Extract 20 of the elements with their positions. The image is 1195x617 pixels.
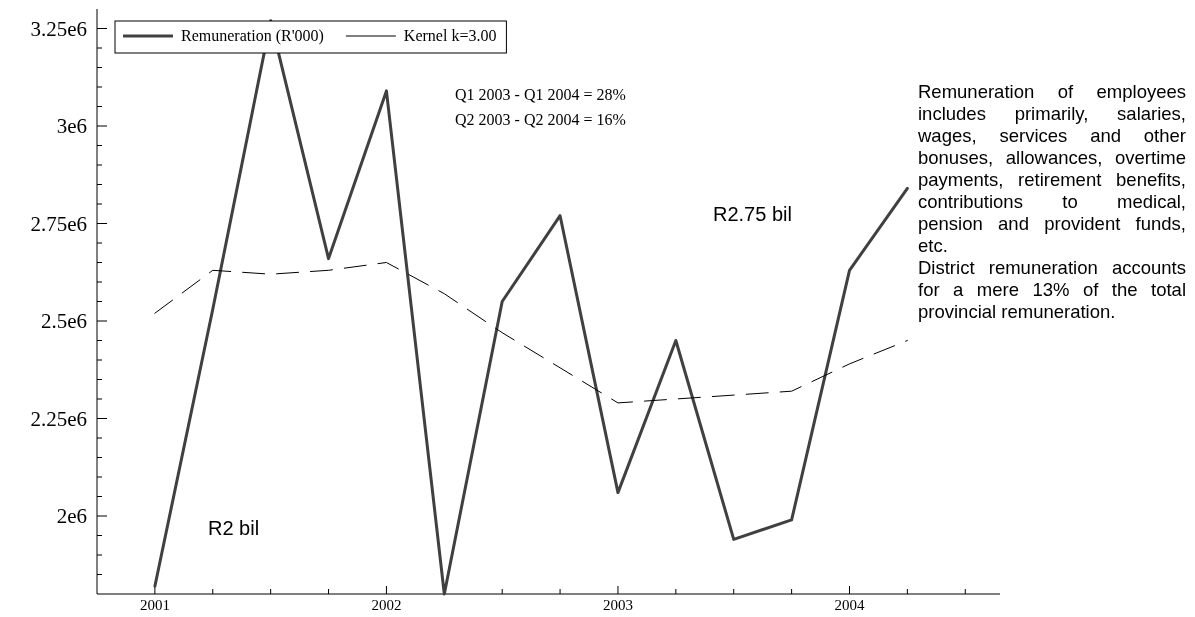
x-tick-label: 2001 [139,597,170,613]
legend-label: Remuneration (R'000) [181,27,324,45]
x-tick-label: 2002 [371,597,402,613]
annotation: Q1 2003 - Q1 2004 = 28% [455,86,626,103]
x-tick-label: 2003 [602,597,633,613]
x-tick-label: 2004 [834,597,865,613]
annotation: Q2 2003 - Q2 2004 = 16% [455,111,626,128]
text: Remuneration of employees includes primarily, salaries, wages, services and other bonuses, allowances, overtime payments, retirement benefits, contributions to medical, pension and provident funds, etc. [918,81,1187,256]
y-tick-label: 3e6 [56,114,87,138]
line-series [153,19,909,596]
legend-label: Kernel k=3.00 [403,27,497,44]
text: District remuneration accounts for a mere 13% of the total provincial remuneration. [918,257,1186,322]
y-tick-label: 3.25e6 [30,16,87,41]
y-tick-label: 2.25e6 [30,406,87,431]
y-tick-label: 2.5e6 [40,309,87,333]
line-series [154,262,908,404]
annotation: R2 bil [208,517,260,539]
annotation: R2.75 bil [713,203,792,225]
y-tick-label: 2e6 [56,504,87,528]
y-tick-label: 2.75e6 [30,211,87,236]
